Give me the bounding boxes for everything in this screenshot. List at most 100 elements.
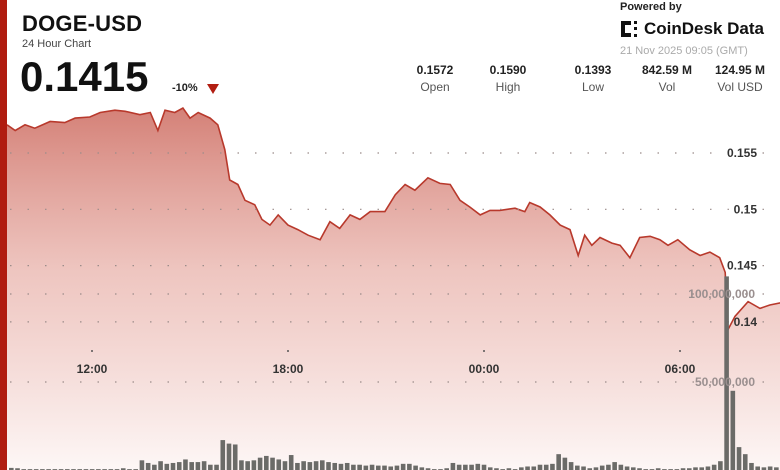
brand-name: CoinDesk Data bbox=[644, 19, 764, 38]
time-tick-label: 00:00 bbox=[469, 362, 500, 376]
price-change: -10% bbox=[172, 82, 198, 94]
symbol-title: DOGE-USD bbox=[22, 11, 143, 36]
volume-bar bbox=[313, 461, 319, 470]
volume-bar bbox=[400, 463, 406, 470]
volume-bar bbox=[568, 462, 574, 470]
volume-bar bbox=[543, 464, 549, 470]
volume-bar bbox=[344, 462, 350, 470]
volume-bar bbox=[693, 467, 698, 470]
stat-value: 0.1590 bbox=[489, 63, 527, 77]
volume-bar bbox=[736, 447, 742, 470]
volume-bar bbox=[525, 466, 530, 470]
volume-bar bbox=[425, 468, 431, 470]
stat-label: Open bbox=[420, 80, 450, 94]
volume-bar bbox=[494, 468, 499, 470]
volume-bar bbox=[419, 467, 425, 470]
volume-bar bbox=[363, 465, 369, 470]
volume-bar bbox=[145, 462, 151, 470]
volume-bar bbox=[195, 462, 201, 470]
stat-value: 124.95 M bbox=[714, 63, 766, 77]
volume-bar bbox=[208, 464, 213, 470]
volume-bar bbox=[531, 466, 537, 470]
volume-bar bbox=[469, 464, 474, 470]
price-tick-label: 0.14 bbox=[734, 315, 758, 329]
volume-bar bbox=[618, 464, 624, 470]
volume-bar bbox=[375, 465, 381, 470]
time-tick-mark bbox=[483, 350, 485, 352]
volume-bar bbox=[226, 443, 232, 470]
volume-bar bbox=[394, 465, 400, 470]
volume-bar bbox=[320, 460, 325, 470]
volume-bar bbox=[326, 462, 331, 470]
volume-bar bbox=[170, 462, 176, 470]
volume-bar bbox=[251, 460, 257, 470]
volume-bar bbox=[444, 468, 449, 470]
volume-bar bbox=[183, 459, 188, 470]
volume-bar bbox=[338, 463, 344, 470]
volume-bar bbox=[562, 457, 568, 470]
time-tick-label: 12:00 bbox=[77, 362, 108, 376]
volume-bar bbox=[686, 468, 692, 470]
volume-bar bbox=[606, 464, 611, 470]
volume-bar bbox=[699, 467, 705, 470]
volume-bar bbox=[593, 467, 599, 470]
volume-bar bbox=[624, 466, 630, 470]
time-tick-label: 06:00 bbox=[665, 362, 696, 376]
volume-bar bbox=[201, 461, 207, 470]
volume-bar bbox=[332, 462, 338, 470]
volume-bar bbox=[382, 465, 387, 470]
volume-bar bbox=[575, 465, 580, 470]
volume-bar bbox=[388, 466, 394, 470]
volume-bar bbox=[730, 390, 736, 470]
powered-by-label: Powered by bbox=[620, 1, 682, 13]
volume-bar bbox=[599, 465, 605, 470]
volume-bar bbox=[749, 462, 754, 470]
volume-bar bbox=[152, 464, 157, 470]
volume-bar bbox=[519, 467, 524, 470]
volume-bar bbox=[456, 464, 462, 470]
volume-bar bbox=[506, 468, 512, 470]
stat-label: Vol USD bbox=[717, 80, 763, 94]
current-price: 0.1415 bbox=[20, 53, 149, 100]
time-tick-mark bbox=[679, 350, 681, 352]
volume-tick-label: 50,000,000 bbox=[695, 375, 755, 389]
volume-bar bbox=[295, 462, 300, 470]
coindesk-logo-icon bbox=[621, 21, 637, 37]
stat-low: 0.1393 Low bbox=[553, 63, 633, 94]
stat-high: 0.1590 High bbox=[468, 63, 548, 94]
volume-bar bbox=[631, 467, 636, 470]
price-area-fill bbox=[7, 108, 780, 470]
stat-label: Low bbox=[581, 80, 604, 94]
volume-bar bbox=[537, 464, 543, 470]
volume-tick-label: 100,000,000 bbox=[688, 287, 755, 301]
volume-bar bbox=[612, 462, 617, 470]
volume-bar bbox=[189, 462, 194, 470]
volume-bar bbox=[774, 467, 779, 470]
time-tick-label: 18:00 bbox=[273, 362, 304, 376]
stat-value: 0.1393 bbox=[574, 63, 612, 77]
volume-bar bbox=[711, 464, 717, 470]
volume-bar bbox=[15, 468, 20, 470]
volume-bar bbox=[718, 461, 723, 470]
volume-bar bbox=[413, 465, 418, 470]
price-tick-label: 0.15 bbox=[734, 202, 758, 216]
volume-bar bbox=[475, 463, 481, 470]
volume-bar bbox=[481, 464, 487, 470]
volume-bar bbox=[164, 463, 170, 470]
timestamp: 21 Nov 2025 09:05 (GMT) bbox=[620, 45, 748, 57]
volume-bar bbox=[220, 440, 226, 470]
volume-bar bbox=[288, 455, 294, 470]
volume-bar bbox=[463, 464, 468, 470]
volume-bar bbox=[724, 276, 729, 470]
volume-bar bbox=[407, 463, 412, 470]
volume-bar bbox=[450, 462, 456, 470]
volume-bar bbox=[655, 468, 661, 470]
volume-bar bbox=[550, 463, 555, 470]
volume-bar bbox=[239, 460, 244, 470]
volume-bar bbox=[264, 455, 269, 470]
triangle-down-icon bbox=[207, 84, 219, 94]
volume-bar bbox=[158, 461, 163, 470]
volume-bar bbox=[120, 468, 126, 470]
volume-bar bbox=[282, 461, 288, 470]
stat-label: Vol bbox=[658, 80, 676, 94]
